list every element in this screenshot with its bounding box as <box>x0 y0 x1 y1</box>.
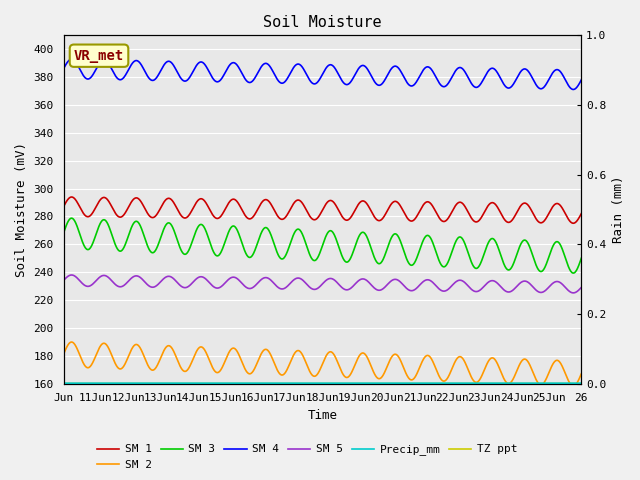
SM 1 <box>60 204 67 210</box>
SM 1 <box>417 206 424 212</box>
SM 3 <box>152 246 160 252</box>
Precip_mm <box>294 380 301 386</box>
SM 5 <box>60 277 67 283</box>
SM 2 <box>325 349 333 355</box>
TZ ppt <box>69 381 77 386</box>
SM 1 <box>577 211 585 216</box>
SM 5 <box>70 273 77 278</box>
SM 3 <box>325 228 333 234</box>
SM 2 <box>570 383 577 389</box>
SM 5 <box>68 272 76 278</box>
SM 1 <box>68 194 76 200</box>
SM 4 <box>294 61 302 67</box>
Precip_mm <box>69 380 77 386</box>
Text: VR_met: VR_met <box>74 48 124 63</box>
SM 1 <box>325 198 333 204</box>
SM 4 <box>60 66 67 72</box>
TZ ppt <box>577 381 585 386</box>
SM 4 <box>417 72 424 77</box>
Line: SM 4: SM 4 <box>63 59 581 89</box>
SM 2 <box>294 348 302 353</box>
SM 5 <box>545 285 552 290</box>
Line: SM 2: SM 2 <box>63 342 581 386</box>
SM 2 <box>68 339 76 345</box>
SM 3 <box>570 270 577 276</box>
SM 3 <box>545 256 552 262</box>
SM 4 <box>68 56 76 62</box>
Line: SM 5: SM 5 <box>63 275 581 293</box>
X-axis label: Time: Time <box>307 409 337 422</box>
SM 4 <box>152 75 160 81</box>
SM 1 <box>545 212 552 217</box>
Y-axis label: Rain (mm): Rain (mm) <box>612 176 625 243</box>
SM 5 <box>570 290 577 296</box>
Y-axis label: Soil Moisture (mV): Soil Moisture (mV) <box>15 142 28 277</box>
SM 5 <box>152 283 160 288</box>
TZ ppt <box>60 381 67 386</box>
SM 4 <box>570 86 577 92</box>
SM 1 <box>570 220 577 226</box>
Line: SM 1: SM 1 <box>63 197 581 223</box>
SM 5 <box>325 276 333 282</box>
SM 3 <box>294 226 302 232</box>
SM 3 <box>417 244 424 250</box>
TZ ppt <box>544 381 552 386</box>
SM 2 <box>152 364 160 370</box>
TZ ppt <box>294 381 301 386</box>
SM 2 <box>545 371 552 377</box>
SM 4 <box>70 57 77 63</box>
SM 4 <box>577 77 585 83</box>
SM 5 <box>294 275 302 281</box>
SM 3 <box>70 216 77 222</box>
SM 1 <box>152 212 160 218</box>
SM 1 <box>70 195 77 201</box>
SM 3 <box>60 230 67 236</box>
Title: Soil Moisture: Soil Moisture <box>263 15 381 30</box>
Legend: SM 1, SM 2, SM 3, SM 4, SM 5, Precip_mm, TZ ppt: SM 1, SM 2, SM 3, SM 4, SM 5, Precip_mm,… <box>93 440 522 474</box>
SM 5 <box>417 281 424 287</box>
Precip_mm <box>152 380 160 386</box>
SM 3 <box>68 216 76 221</box>
SM 2 <box>577 371 585 377</box>
TZ ppt <box>324 381 332 386</box>
Precip_mm <box>324 380 332 386</box>
SM 1 <box>294 197 302 203</box>
Line: SM 3: SM 3 <box>63 218 581 273</box>
SM 4 <box>325 62 333 68</box>
Precip_mm <box>417 380 424 386</box>
SM 3 <box>577 255 585 261</box>
TZ ppt <box>417 381 424 386</box>
SM 2 <box>70 340 77 346</box>
SM 2 <box>417 362 424 368</box>
SM 5 <box>577 285 585 290</box>
SM 2 <box>60 351 67 357</box>
TZ ppt <box>152 381 160 386</box>
SM 4 <box>545 78 552 84</box>
Precip_mm <box>60 380 67 386</box>
Precip_mm <box>577 380 585 386</box>
Precip_mm <box>544 380 552 386</box>
